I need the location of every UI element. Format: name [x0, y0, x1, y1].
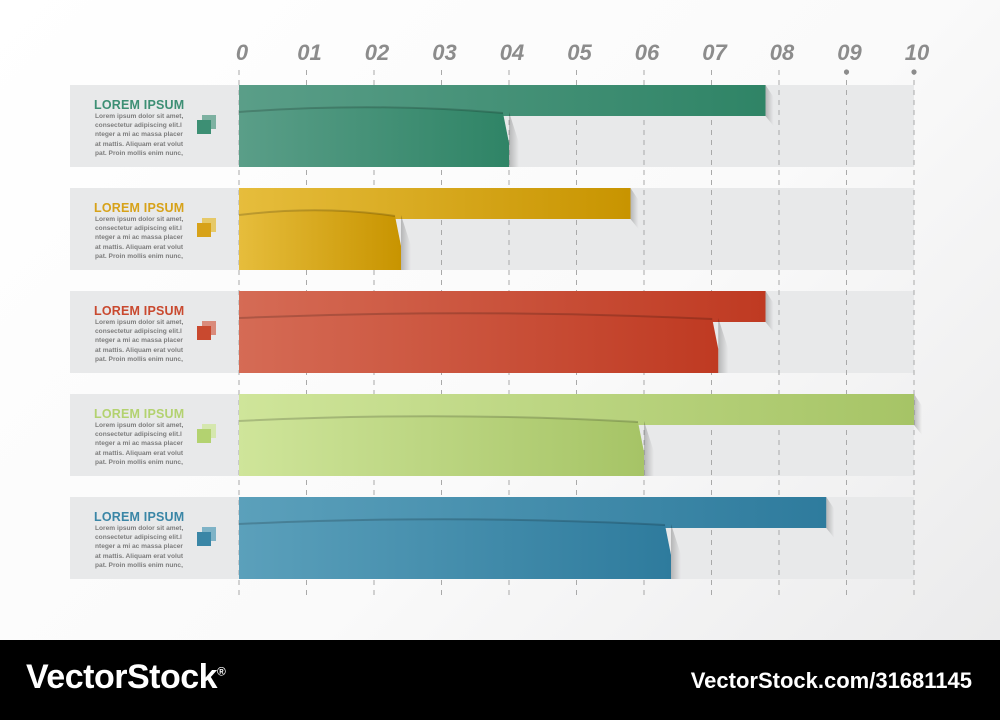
grid-dot-marker — [911, 69, 917, 75]
tick-label: 03 — [432, 40, 456, 65]
bar-series-2 — [239, 416, 644, 476]
stacked-squares-icon — [196, 114, 218, 136]
bar-shadow — [914, 394, 922, 435]
tick-label: 02 — [365, 40, 390, 65]
category-description: Lorem ipsum dolor sit amet, consectetur … — [95, 525, 184, 569]
bar-fold-crease — [238, 209, 396, 217]
tick-label: 04 — [500, 40, 524, 65]
bar-shadow — [509, 112, 519, 167]
bar-shadow — [826, 497, 835, 538]
watermark-footer: VectorStock® VectorStock.com/31681145 — [0, 640, 1000, 720]
bar-series-2 — [239, 210, 401, 270]
stacked-squares-icon — [196, 526, 218, 548]
category-title: LOREM IPSUM — [94, 98, 185, 112]
bar-fold-crease — [238, 518, 666, 526]
bar-shadow — [401, 215, 411, 270]
brand-logo: VectorStock® — [26, 658, 226, 696]
tick-label: 01 — [297, 40, 321, 65]
bar-fold-crease — [238, 106, 504, 114]
tick-label: 09 — [837, 40, 862, 65]
image-id: VectorStock.com/31681145 — [690, 668, 972, 693]
tick-label: 08 — [770, 40, 795, 65]
tick-label: 06 — [635, 40, 660, 65]
tick-label: 07 — [702, 40, 728, 65]
stacked-squares-icon — [196, 423, 218, 445]
bar-shadow — [765, 85, 774, 126]
bar-fold-crease — [238, 312, 713, 320]
category-title: LOREM IPSUM — [94, 304, 185, 318]
bar-shadow — [630, 188, 639, 229]
bar-series-2 — [239, 313, 719, 373]
tick-label: 0 — [236, 40, 249, 65]
grid-dot-marker — [843, 69, 850, 75]
bar-shadow — [765, 291, 774, 332]
category-description: Lorem ipsum dolor sit amet, consectetur … — [95, 216, 184, 260]
category-description: Lorem ipsum dolor sit amet, consectetur … — [95, 113, 184, 157]
stacked-squares-icon — [196, 217, 218, 239]
stacked-squares-icon — [196, 320, 218, 342]
bar-shadow — [644, 421, 654, 476]
bar-shadow — [671, 524, 681, 579]
category-title: LOREM IPSUM — [94, 510, 185, 524]
bar-shadow — [718, 318, 729, 373]
tick-label: 05 — [567, 40, 592, 65]
category-description: Lorem ipsum dolor sit amet, consectetur … — [95, 422, 184, 466]
tick-label: 10 — [905, 40, 930, 65]
category-title: LOREM IPSUM — [94, 407, 185, 421]
bar-series-2 — [239, 519, 671, 579]
bar-fold-crease — [238, 415, 639, 423]
category-description: Lorem ipsum dolor sit amet, consectetur … — [95, 319, 184, 363]
bar-series-2 — [239, 107, 509, 167]
category-title: LOREM IPSUM — [94, 201, 185, 215]
chart-area: 0 01 02 03 04 05 06 07 08 09 10 LOREM IPSUM Lorem i… — [70, 40, 930, 598]
